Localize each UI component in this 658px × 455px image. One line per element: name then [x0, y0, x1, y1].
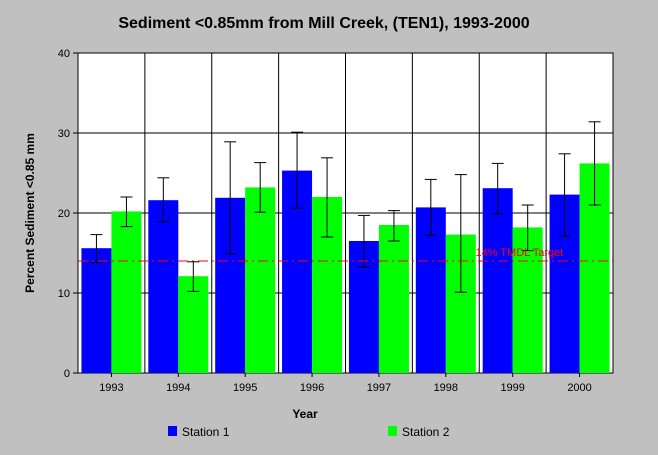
x-tick-label: 1996 [300, 382, 324, 394]
x-tick-label: 1993 [99, 382, 123, 394]
y-tick-label: 10 [58, 288, 70, 300]
x-tick-label: 1994 [166, 382, 190, 394]
bar [245, 187, 276, 373]
x-tick-label: 1998 [434, 382, 458, 394]
x-tick-label: 2000 [567, 382, 591, 394]
legend-swatch [168, 426, 177, 436]
y-axis-ticks: 0 10 20 30 40 [58, 48, 78, 380]
x-axis-title: Year [292, 407, 318, 421]
y-tick-label: 40 [58, 48, 70, 60]
bar [148, 200, 179, 373]
bar [81, 248, 112, 373]
x-tick-label: 1997 [367, 382, 391, 394]
bar [378, 225, 409, 373]
x-axis-ticks: 1993 1994 1995 1996 1997 1998 1999 2000 [99, 373, 592, 394]
bar [512, 227, 543, 373]
legend-swatch [388, 426, 397, 436]
legend: Station 1 Station 2 [168, 425, 450, 439]
y-tick-label: 30 [58, 128, 70, 140]
bar [482, 188, 513, 373]
bars [81, 163, 610, 373]
target-line-group: 14% TMDL Target [78, 247, 613, 262]
y-tick-label: 20 [58, 208, 70, 220]
bar [178, 276, 209, 373]
error-bars [90, 121, 601, 293]
y-axis-title: Percent Sediment <0.85 mm [23, 133, 37, 293]
bar [111, 211, 142, 373]
y-tick-label: 0 [64, 368, 70, 380]
legend-label: Station 1 [182, 425, 230, 439]
x-tick-label: 1999 [500, 382, 524, 394]
chart-title: Sediment <0.85mm from Mill Creek, (TEN1)… [118, 15, 529, 32]
target-line-label: 14% TMDL Target [475, 247, 563, 259]
x-tick-label: 1995 [233, 382, 257, 394]
legend-label: Station 2 [402, 425, 450, 439]
